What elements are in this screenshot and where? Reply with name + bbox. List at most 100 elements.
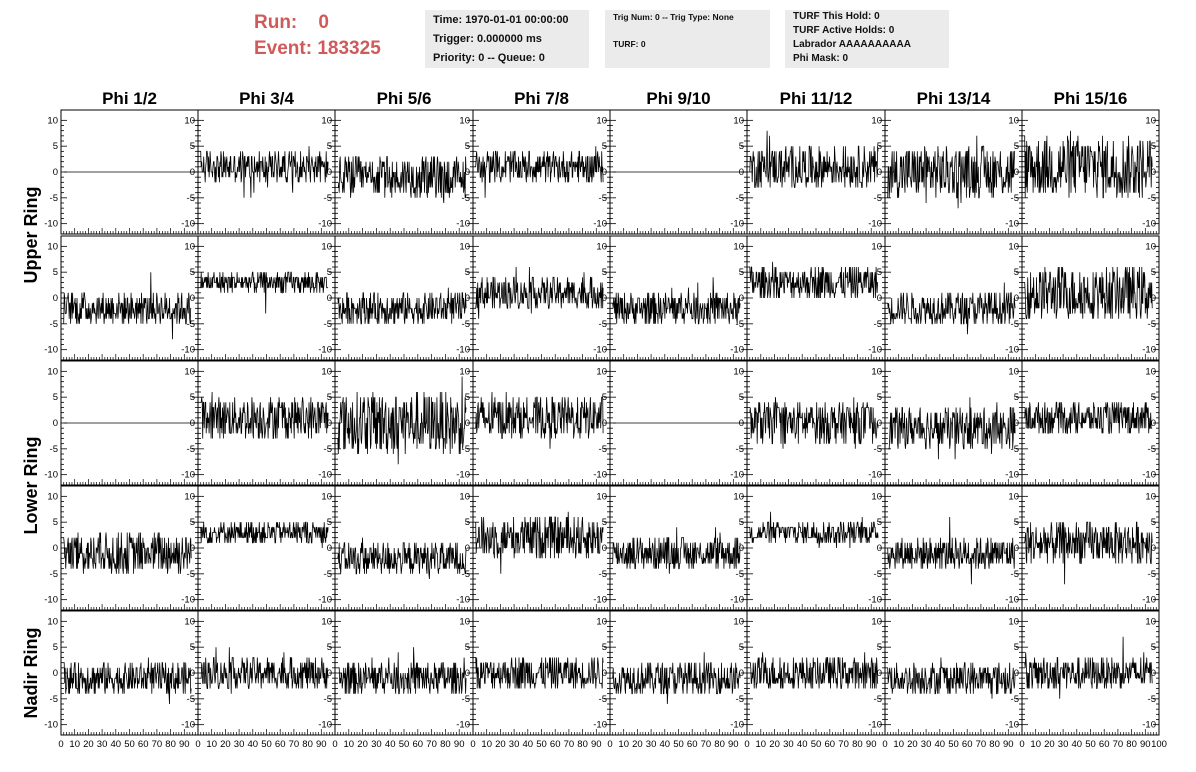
panel-lower-ring-6-1-trace (749, 511, 879, 549)
y-tick-label: 10 (459, 616, 470, 627)
panel-nadir-ring-4-0-trace (475, 657, 604, 689)
x-tick-label: 40 (935, 739, 946, 750)
y-tick-label: 0 (1014, 668, 1019, 679)
event-value: 183325 (317, 38, 381, 59)
panel-upper-ring-6-0-trace (749, 130, 879, 188)
y-tick-label: 5 (1014, 141, 1019, 152)
panel-upper-ring-5-1-trace (612, 277, 741, 325)
x-tick-label: 10 (481, 739, 492, 750)
y-tick-label: -10 (44, 720, 58, 731)
event-row: Event: 183325 (254, 36, 381, 62)
x-tick-label: 50 (261, 739, 272, 750)
y-tick-label: 10 (1145, 241, 1156, 252)
x-tick-label: 60 (687, 739, 698, 750)
y-tick-label: -5 (874, 444, 882, 455)
panel-upper-ring-1-1-trace (63, 272, 192, 340)
y-tick-label: 10 (596, 491, 607, 502)
y-tick-label: 0 (465, 418, 470, 429)
y-tick-label: 0 (190, 543, 195, 554)
y-tick-label: 5 (1014, 517, 1019, 528)
y-tick-label: 10 (1145, 115, 1156, 126)
y-tick-label: 0 (1151, 418, 1156, 429)
trig-num-text: Trig Num: 0 -- Trig Type: None (613, 12, 734, 22)
y-tick-label: 5 (327, 392, 332, 403)
panel-lower-ring-2-0-trace (200, 391, 329, 439)
y-tick-label: 10 (1008, 616, 1019, 627)
x-tick-label: 70 (838, 739, 849, 750)
x-tick-label: 50 (536, 739, 547, 750)
y-tick-label: -10 (456, 345, 470, 356)
y-tick-label: 5 (739, 141, 744, 152)
y-tick-label: -5 (1148, 569, 1156, 580)
row-label-lower-ring: Lower Ring (21, 437, 41, 535)
x-tick-label: 70 (701, 739, 712, 750)
run-value: 0 (318, 12, 329, 33)
y-tick-label: 10 (47, 366, 58, 377)
y-tick-label: -10 (456, 720, 470, 731)
column-header-8: Phi 15/16 (1054, 89, 1128, 108)
y-tick-label: -5 (736, 569, 744, 580)
y-tick-label: 5 (465, 517, 470, 528)
y-tick-label: 10 (321, 241, 332, 252)
x-tick-label: 90 (866, 739, 877, 750)
y-tick-label: 0 (190, 418, 195, 429)
y-tick-label: -5 (1148, 193, 1156, 204)
y-tick-label: -5 (1011, 569, 1019, 580)
x-tick-label: 80 (852, 739, 863, 750)
y-tick-label: 10 (596, 115, 607, 126)
y-tick-label: 5 (877, 642, 882, 653)
y-tick-label: 5 (602, 267, 607, 278)
x-tick-label: 90 (1140, 739, 1151, 750)
labrador-text: Labrador AAAAAAAAAA (793, 39, 911, 50)
y-tick-label: 5 (190, 517, 195, 528)
x-tick-label: 0 (744, 739, 749, 750)
y-tick-label: 0 (739, 418, 744, 429)
run-label: Run: (254, 12, 298, 33)
y-tick-label: 0 (465, 668, 470, 679)
y-tick-label: 10 (1145, 616, 1156, 627)
y-tick-label: 0 (465, 293, 470, 304)
x-tick-label: 0 (58, 739, 63, 750)
y-tick-label: -5 (1148, 319, 1156, 330)
y-tick-label: 10 (1008, 241, 1019, 252)
y-tick-label: 0 (327, 293, 332, 304)
y-tick-label: 10 (871, 616, 882, 627)
x-tick-label: 40 (1072, 739, 1083, 750)
panel-upper-ring-4-1-trace (475, 266, 604, 319)
y-tick-label: 10 (459, 491, 470, 502)
y-tick-label: -5 (462, 193, 470, 204)
x-tick-label: 50 (1085, 739, 1096, 750)
y-tick-label: -10 (1142, 720, 1156, 731)
y-tick-label: 10 (871, 241, 882, 252)
panel-lower-ring-2-1-frame (197, 485, 336, 611)
y-tick-label: 0 (327, 668, 332, 679)
x-tick-label: 20 (769, 739, 780, 750)
y-tick-label: -5 (599, 569, 607, 580)
x-tick-label: 50 (673, 739, 684, 750)
panel-lower-ring-4-0-trace (475, 391, 604, 449)
y-tick-label: 10 (733, 115, 744, 126)
panel-upper-ring-8-0-trace (1024, 130, 1153, 199)
y-tick-label: 10 (596, 241, 607, 252)
panel-lower-ring-3-0-trace (337, 376, 467, 465)
y-tick-label: 0 (877, 167, 882, 178)
y-tick-label: 0 (739, 167, 744, 178)
x-tick-label: 20 (632, 739, 643, 750)
y-tick-label: 5 (53, 392, 58, 403)
x-tick-label: 0 (607, 739, 612, 750)
y-tick-label: -5 (1011, 193, 1019, 204)
x-tick-label: 20 (1044, 739, 1055, 750)
y-tick-label: 5 (739, 267, 744, 278)
panel-upper-ring-7-1-frame (884, 235, 1023, 361)
x-tick-label: 0 (882, 739, 887, 750)
x-tick-label: 0 (195, 739, 200, 750)
y-tick-label: 10 (871, 491, 882, 502)
x-tick-label: 30 (371, 739, 382, 750)
x-tick-label: 0 (470, 739, 475, 750)
panel-upper-ring-6-1-trace (749, 261, 879, 299)
turf-text: TURF: 0 (613, 39, 646, 49)
y-tick-label: 10 (871, 115, 882, 126)
x-tick-label: 80 (577, 739, 588, 750)
y-tick-label: 0 (602, 418, 607, 429)
y-tick-label: 5 (1151, 642, 1156, 653)
